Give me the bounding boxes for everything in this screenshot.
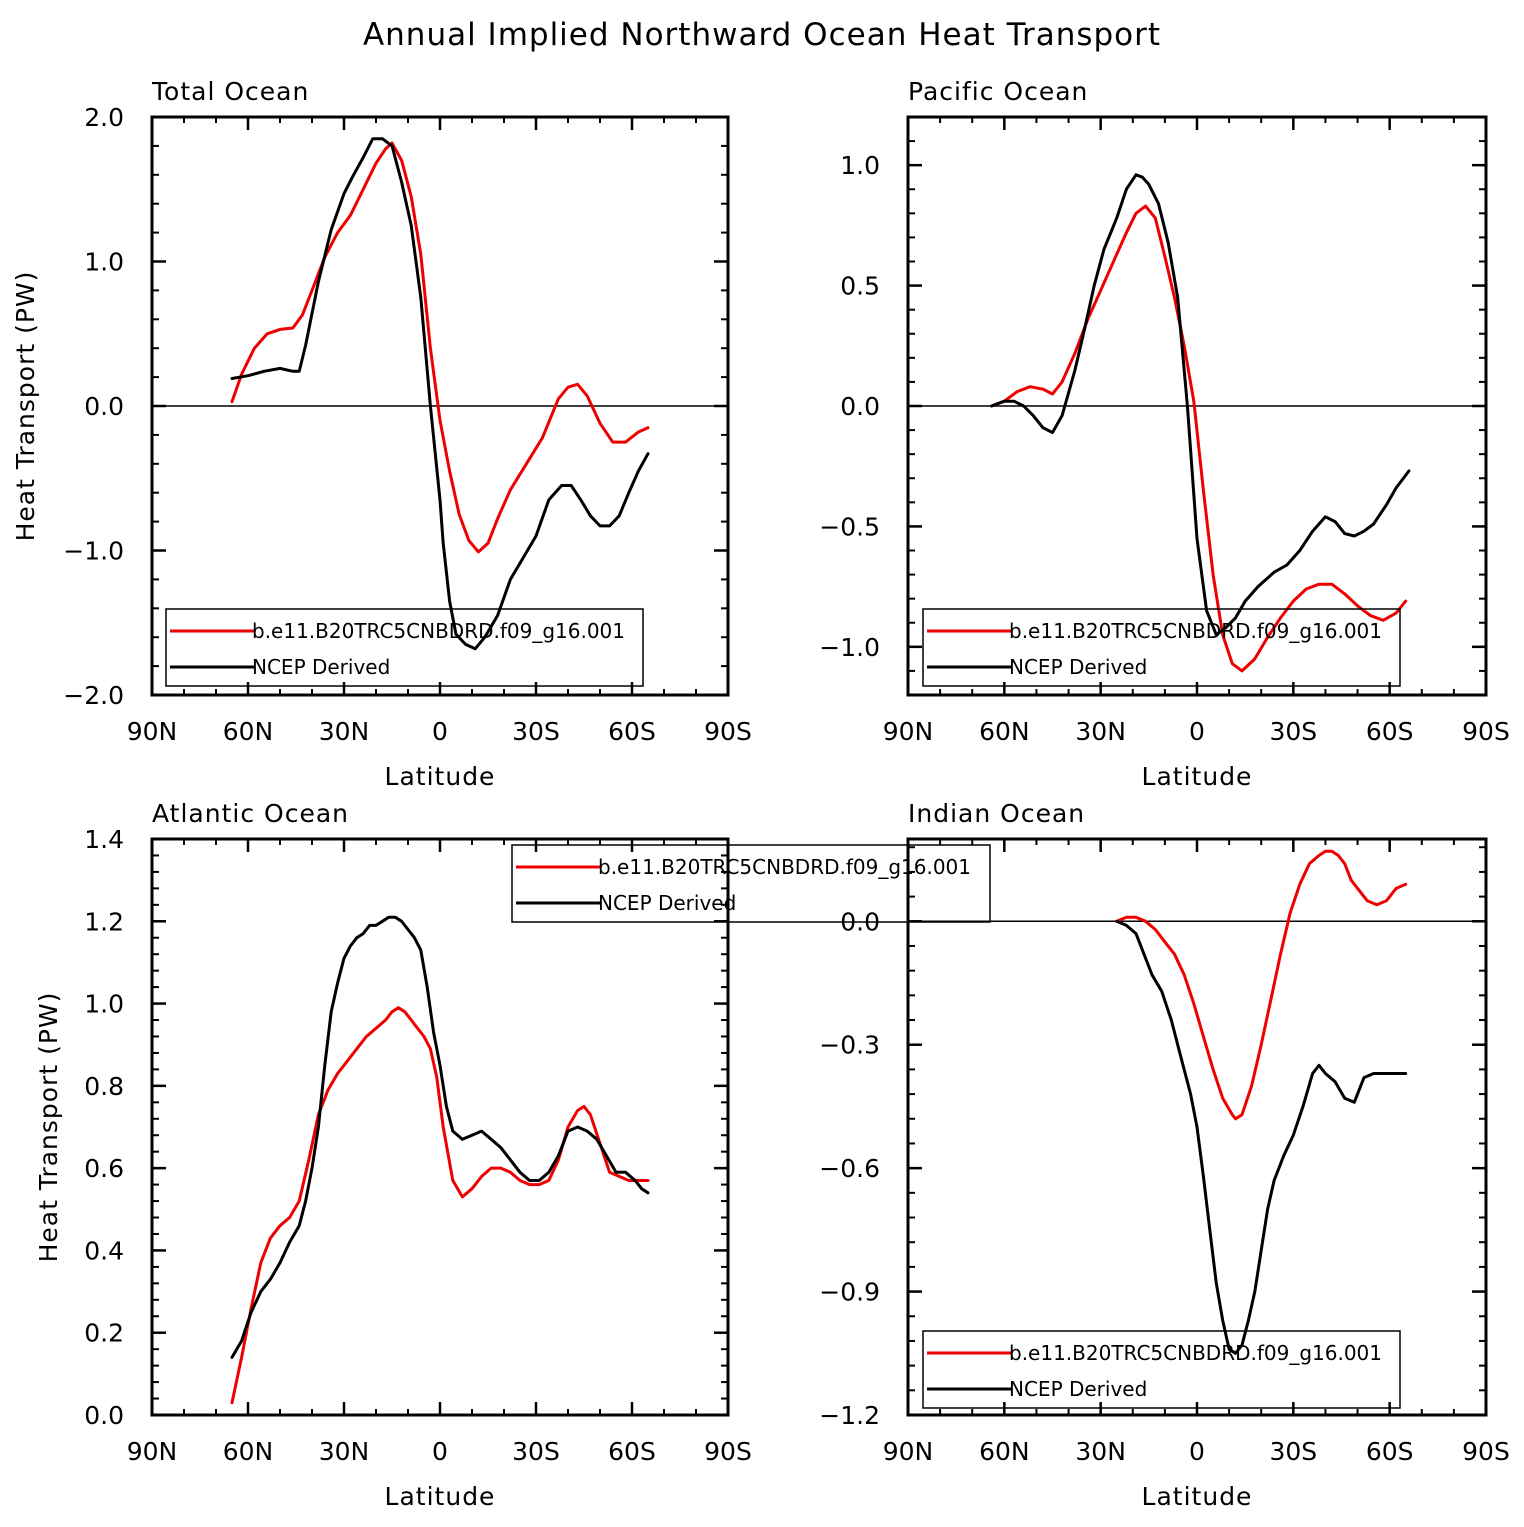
x-tick-label: 90N xyxy=(127,717,178,746)
series-line-ncep xyxy=(230,137,650,651)
x-tick-label: 30S xyxy=(512,1437,560,1466)
y-tick-label: 1.2 xyxy=(84,907,124,936)
plot-frame xyxy=(906,115,1488,697)
y-tick-label: 0.8 xyxy=(84,1072,124,1101)
x-tick-label: 30N xyxy=(1075,1437,1126,1466)
y-tick-label: −0.6 xyxy=(819,1154,880,1183)
plot-frame xyxy=(150,837,730,1417)
y-tick-label: 1.0 xyxy=(84,990,124,1019)
x-tick-label: 90S xyxy=(704,1437,752,1466)
x-axis-label: Latitude xyxy=(1142,762,1253,791)
y-tick-label: −2.0 xyxy=(63,681,124,710)
y-tick-label: 0.4 xyxy=(84,1236,124,1265)
figure-title: Annual Implied Northward Ocean Heat Tran… xyxy=(363,17,1161,53)
x-tick-label: 60N xyxy=(223,717,274,746)
y-tick-label: 1.0 xyxy=(84,248,124,277)
series-line-ncep xyxy=(990,173,1411,637)
y-tick-label: 1.4 xyxy=(84,825,124,854)
y-tick-label: 0.6 xyxy=(84,1154,124,1183)
y-tick-label: −0.3 xyxy=(819,1031,880,1060)
legend-label: b.e11.B20TRC5CNBDRD.f09_g16.001 xyxy=(598,855,971,879)
x-tick-label: 0 xyxy=(432,1437,448,1466)
panel-title: Total Ocean xyxy=(151,77,309,106)
panel-title: Pacific Ocean xyxy=(908,77,1088,106)
y-tick-label: 0.5 xyxy=(840,272,880,301)
chart-panel-2: 90N 60N 30N 0 30S 60S 90S −1.0 −0.5 0.0 0.5 1.0 Paci… xyxy=(819,77,1510,791)
legend: b.e11.B20TRC5CNBDRD.f09_g16.001 NCEP Deri… xyxy=(511,844,991,923)
chart-panel-1: 90N 60N 30N 0 30S 60S 90S −2.0 −1.0 0.0 1.0 2.0 Tota… xyxy=(11,77,752,791)
y-tick-label: 0.0 xyxy=(84,392,124,421)
x-tick-label: 30S xyxy=(1269,717,1317,746)
y-tick-label: 0.0 xyxy=(840,907,880,936)
x-tick-label: 60N xyxy=(979,717,1030,746)
x-tick-label: 30N xyxy=(1075,717,1126,746)
x-tick-label: 90S xyxy=(1462,717,1510,746)
y-tick-label: 0.2 xyxy=(84,1319,124,1348)
y-tick-label: −1.0 xyxy=(63,537,124,566)
x-tick-label: 0 xyxy=(1189,1437,1205,1466)
panel-title: Atlantic Ocean xyxy=(152,799,349,828)
y-tick-label: 0.0 xyxy=(84,1401,124,1430)
x-tick-label: 60S xyxy=(1366,717,1414,746)
x-tick-label: 60S xyxy=(1366,1437,1414,1466)
x-tick-label: 60S xyxy=(608,717,656,746)
x-tick-label: 90N xyxy=(883,1437,934,1466)
x-tick-label: 0 xyxy=(1189,717,1205,746)
chart-panel-3: 90N 60N 30N 0 30S 60S 90S 0.0 0.2 0.4 0.6 0.8 1.0 1.2… xyxy=(34,799,991,1511)
x-axis-label: Latitude xyxy=(385,1482,496,1511)
x-tick-label: 30N xyxy=(319,1437,370,1466)
panel-title: Indian Ocean xyxy=(908,799,1085,828)
y-tick-label: 2.0 xyxy=(84,103,124,132)
x-tick-label: 90N xyxy=(883,717,934,746)
y-tick-label: −1.2 xyxy=(819,1401,880,1430)
x-tick-label: 30S xyxy=(512,717,560,746)
legend-label: b.e11.B20TRC5CNBDRD.f09_g16.001 xyxy=(1009,619,1382,643)
series-line-model xyxy=(1115,849,1408,1121)
x-tick-label: 60N xyxy=(223,1437,274,1466)
x-tick-label: 30N xyxy=(319,717,370,746)
series-line-ncep xyxy=(230,915,650,1359)
x-tick-label: 90S xyxy=(704,717,752,746)
y-tick-label: −0.9 xyxy=(819,1278,880,1307)
series-line-model xyxy=(230,1006,650,1405)
legend: b.e11.B20TRC5CNBDRD.f09_g16.001 NCEP Deri… xyxy=(922,608,1401,687)
x-tick-label: 60N xyxy=(979,1437,1030,1466)
y-axis-label: Heat Transport (PW) xyxy=(11,271,40,542)
legend-label: NCEP Derived xyxy=(1009,1377,1147,1401)
legend-box xyxy=(922,608,1401,687)
legend-label: NCEP Derived xyxy=(598,891,736,915)
legend-label: b.e11.B20TRC5CNBDRD.f09_g16.001 xyxy=(1009,1341,1382,1365)
x-tick-label: 60S xyxy=(608,1437,656,1466)
legend-label: NCEP Derived xyxy=(1009,655,1147,679)
y-tick-label: −0.5 xyxy=(819,512,880,541)
legend-label: b.e11.B20TRC5CNBDRD.f09_g16.001 xyxy=(252,619,625,643)
x-tick-label: 0 xyxy=(432,717,448,746)
x-tick-label: 90N xyxy=(127,1437,178,1466)
legend-box xyxy=(511,844,991,923)
legend-box xyxy=(922,1330,1401,1409)
x-tick-label: 30S xyxy=(1269,1437,1317,1466)
plot-frame xyxy=(150,115,730,697)
y-tick-label: −1.0 xyxy=(819,633,880,662)
y-tick-label: 0.0 xyxy=(840,392,880,421)
series-line-ncep xyxy=(1115,919,1408,1355)
legend-label: NCEP Derived xyxy=(252,655,390,679)
y-axis-label: Heat Transport (PW) xyxy=(34,992,63,1263)
series-line-model xyxy=(990,204,1408,673)
x-axis-label: Latitude xyxy=(1142,1482,1253,1511)
panels: 90N 60N 30N 0 30S 60S 90S −2.0 −1.0 0.0 1.0 2.0 Tota… xyxy=(11,77,1510,1511)
plot-frame xyxy=(906,837,1488,1417)
legend: b.e11.B20TRC5CNBDRD.f09_g16.001 NCEP Deri… xyxy=(922,1330,1401,1409)
x-tick-label: 90S xyxy=(1462,1437,1510,1466)
series-line-model xyxy=(230,141,650,554)
legend: b.e11.B20TRC5CNBDRD.f09_g16.001 NCEP Deri… xyxy=(165,608,644,687)
legend-box xyxy=(165,608,644,687)
chart-panel-4: 90N 60N 30N 0 30S 60S 90S −1.2 −0.9 −0.6 −0.3 0.0 In… xyxy=(819,799,1510,1511)
y-tick-label: 1.0 xyxy=(840,151,880,180)
x-axis-label: Latitude xyxy=(385,762,496,791)
